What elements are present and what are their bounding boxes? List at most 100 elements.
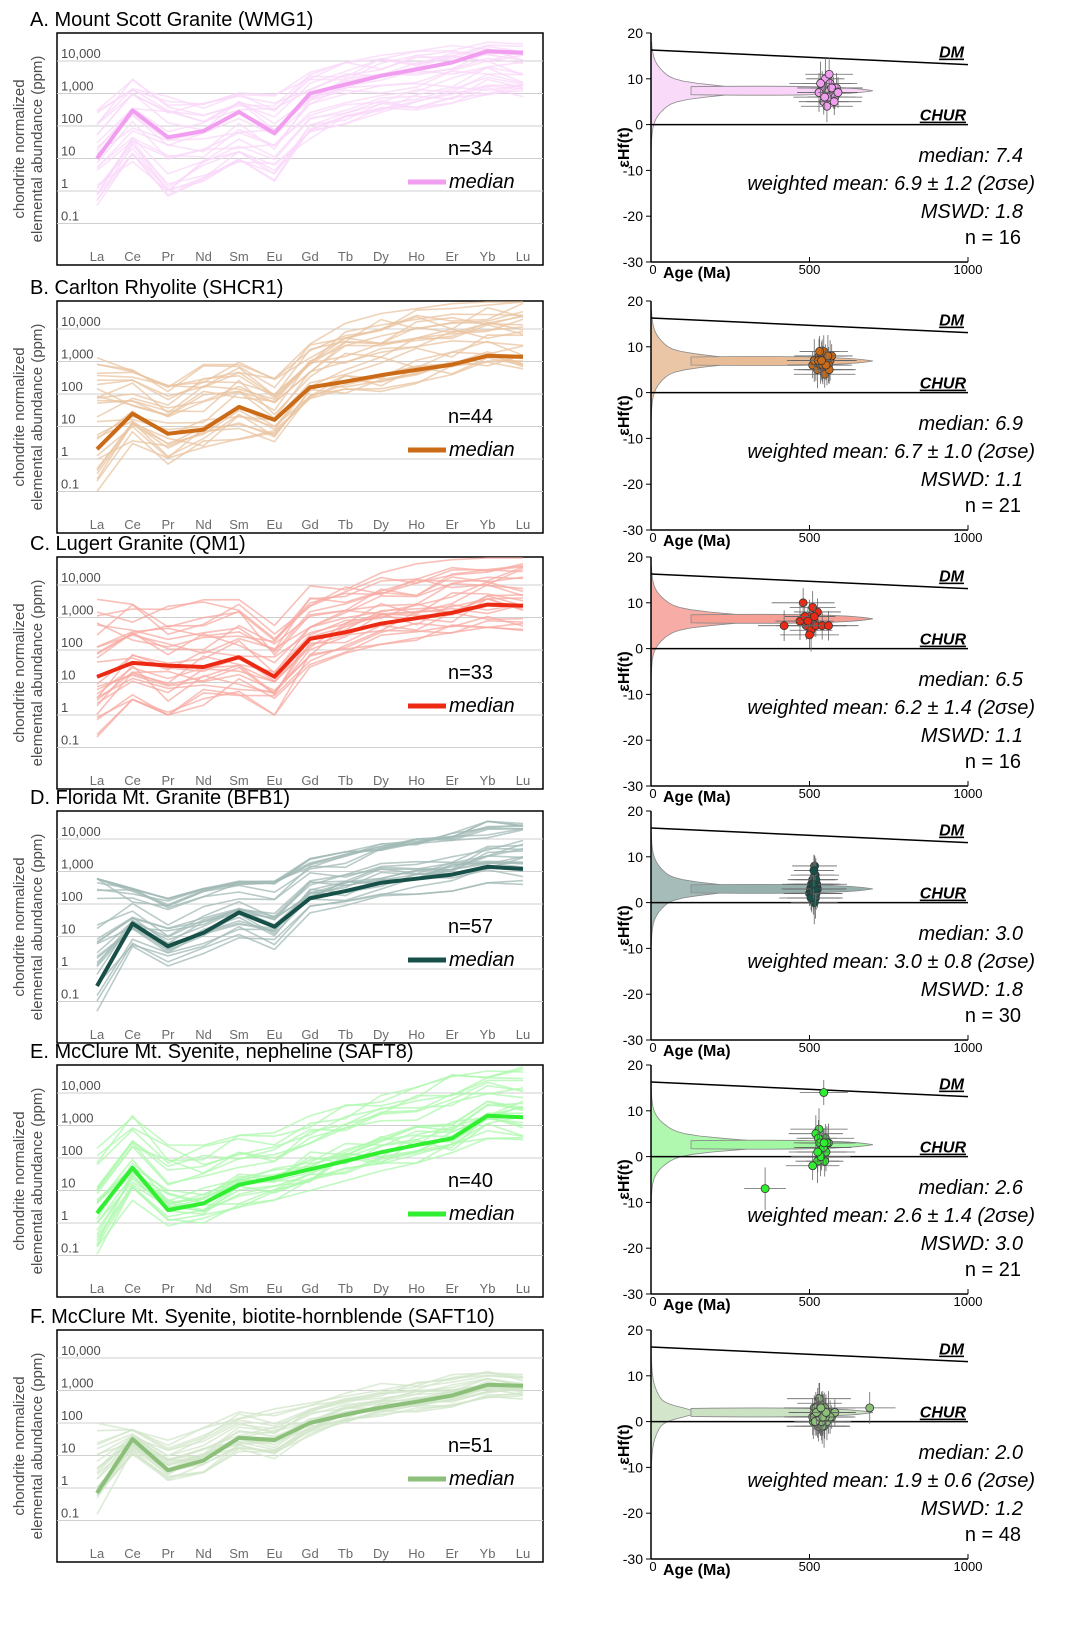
- hf-stat-n: n = 21: [965, 495, 1021, 517]
- hf-ytick-label: -20: [623, 1505, 643, 1521]
- hf-xtick-label: 1000: [954, 1559, 983, 1574]
- ree-ytick-label: 1: [61, 954, 68, 969]
- ree-sample-line: [96, 568, 524, 648]
- ree-sample-line: [96, 44, 524, 114]
- ree-sample-line: [96, 1087, 524, 1190]
- hf-data-point: [788, 1115, 843, 1153]
- hf-ytick-label: 10: [627, 595, 643, 611]
- ree-sample-line: [96, 84, 524, 202]
- hf-stat-weighted-mean: weighted mean: 1.9 ± 0.6 (2σse): [747, 1470, 1035, 1492]
- ree-xtick-label: Lu: [516, 1546, 530, 1561]
- hf-point-marker: [819, 1088, 829, 1097]
- ree-sample-line: [96, 594, 524, 695]
- panel-b: B. Carlton Rhyolite (SHCR1)10,0001,00010…: [11, 277, 1035, 550]
- ree-ytick-label: 1: [61, 176, 68, 191]
- hf-point-marker: [822, 101, 832, 111]
- hf-xtick-label: 0: [649, 530, 656, 545]
- hf-point-marker: [803, 616, 813, 626]
- ree-xtick-label: Sm: [229, 1281, 249, 1296]
- hf-stat-median: median: 6.5: [918, 669, 1023, 691]
- hf-data-point: [799, 349, 853, 381]
- hf-xtick-label: 500: [799, 1040, 821, 1055]
- ree-sample-line: [96, 89, 524, 206]
- ree-ylabel-line2: elemental abundance (ppm): [29, 580, 46, 767]
- hf-point-marker: [816, 78, 825, 88]
- ree-xtick-label: Tb: [338, 249, 353, 264]
- ree-n-label: n=40: [448, 1170, 493, 1192]
- ree-xtick-label: Ho: [408, 1027, 425, 1042]
- dm-line: [650, 1346, 969, 1363]
- ree-sample-lines: [96, 1066, 524, 1255]
- ree-sample-line: [96, 592, 524, 671]
- ree-median-line: [95, 864, 524, 987]
- ree-sample-line: [96, 76, 524, 195]
- ree-xtick-label: Sm: [229, 517, 249, 532]
- ree-xtick-label: Gd: [301, 1281, 318, 1296]
- ree-xtick-label: Gd: [301, 517, 318, 532]
- dm-label: DM: [939, 569, 965, 586]
- hf-point-marker: [779, 621, 789, 631]
- hf-age-distribution: [690, 85, 873, 96]
- hf-ylabel: εHf(t): [616, 1159, 633, 1199]
- ree-xtick-label: La: [90, 773, 105, 788]
- dm-line: [650, 317, 969, 334]
- ree-xtick-label: Ce: [124, 1546, 141, 1561]
- ree-sample-line: [96, 576, 524, 657]
- hf-xtick-label: 500: [799, 786, 821, 801]
- ree-ytick-label: 10: [61, 412, 75, 427]
- dm-label: DM: [939, 823, 965, 840]
- ree-xtick-label: Sm: [229, 1027, 249, 1042]
- hf-data-point: [795, 858, 836, 902]
- panel-a: A. Mount Scott Granite (WMG1) 10,000 1,000…: [11, 9, 1035, 282]
- hf-point-marker: [817, 356, 826, 365]
- hf-stat-n: n = 16: [965, 227, 1021, 249]
- hf-xtick-label: 1000: [954, 530, 983, 545]
- ree-xtick-label: Pr: [162, 1027, 176, 1042]
- ree-ytick-label: 1,000: [61, 1111, 94, 1126]
- hf-point-marker: [808, 602, 818, 612]
- ree-ylabel: chondrite normalized elemental abundance …: [11, 1088, 46, 1275]
- ree-sample-line: [96, 334, 524, 431]
- ree-sample-line: [96, 356, 524, 471]
- ree-xtick-label: Ho: [408, 1546, 425, 1561]
- chur-label: CHUR: [920, 886, 967, 903]
- hf-ylabel: εHf(t): [616, 1424, 633, 1464]
- hf-stat-mswd: MSWD: 1.2: [921, 1498, 1023, 1520]
- ree-xtick-label: Gd: [301, 773, 318, 788]
- hf-stat-mswd: MSWD: 1.1: [921, 469, 1023, 491]
- hf-ytick-label: -30: [623, 254, 643, 270]
- ree-xtick-label: Yb: [480, 1027, 496, 1042]
- hf-ytick-label: -30: [623, 1032, 643, 1048]
- ree-ytick-label: 100: [61, 1143, 83, 1158]
- ree-xtick-label: Gd: [301, 1546, 318, 1561]
- ree-xtick-label: Pr: [162, 517, 176, 532]
- legend-median-label: median: [449, 1203, 515, 1225]
- hf-data-point: [798, 1398, 847, 1436]
- legend-median-label: median: [449, 171, 515, 193]
- hf-data-point: [793, 1128, 855, 1158]
- hf-point-marker: [813, 1147, 823, 1157]
- ree-sample-line: [96, 1377, 524, 1471]
- ree-xtick-label: Er: [446, 773, 460, 788]
- ree-xtick-label: Tb: [338, 1281, 353, 1296]
- hf-data-point: [788, 869, 839, 899]
- ree-sample-line: [96, 306, 524, 389]
- ree-sample-line: [96, 313, 524, 401]
- hf-xtick-label: 1000: [954, 1294, 983, 1309]
- ree-ytick-label: 10,000: [61, 824, 101, 839]
- ree-xtick-label: Tb: [338, 1546, 353, 1561]
- ree-sample-line: [96, 1374, 524, 1442]
- ree-xtick-label: Dy: [373, 773, 389, 788]
- hf-stat-weighted-mean: weighted mean: 3.0 ± 0.8 (2σse): [747, 951, 1035, 973]
- ree-sample-line: [96, 1115, 524, 1241]
- hf-ylabel: εHf(t): [616, 651, 633, 691]
- ree-xtick-label: Tb: [338, 517, 353, 532]
- hf-xtick-label: 1000: [954, 786, 983, 801]
- ree-sample-line: [96, 839, 524, 930]
- ree-xtick-label: Pr: [162, 1546, 176, 1561]
- ree-xtick-label: Nd: [195, 249, 212, 264]
- hf-ytick-label: 10: [627, 1103, 643, 1119]
- ree-ytick-label: 0.1: [61, 733, 79, 748]
- ree-xtick-label: Lu: [516, 249, 530, 264]
- hf-stat-median: median: 7.4: [918, 145, 1023, 167]
